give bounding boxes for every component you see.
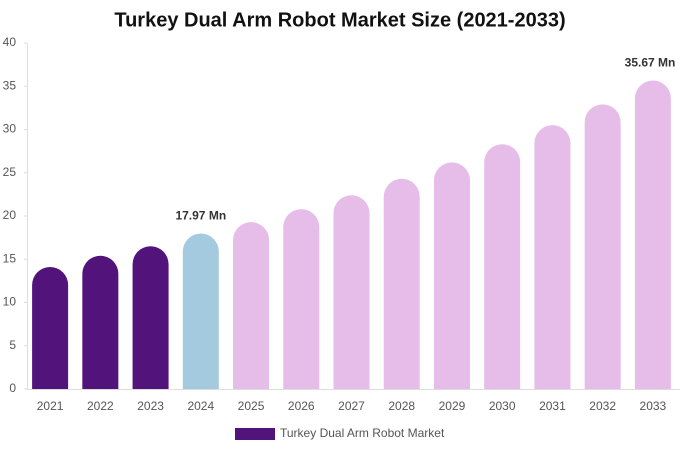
x-tick-label: 2030 [489,399,516,413]
bar [132,246,169,389]
bar [333,195,370,389]
x-tick-label: 2033 [640,399,667,413]
y-tick-label: 25 [3,165,17,179]
bar [283,209,320,389]
bar [82,255,119,389]
x-tick-label: 2027 [338,399,365,413]
legend-label: Turkey Dual Arm Robot Market [280,426,445,440]
x-tick-label: 2032 [589,399,616,413]
y-tick-label: 5 [9,338,16,352]
x-tick-label: 2022 [87,399,114,413]
bar [32,267,69,389]
x-tick-label: 2025 [238,399,265,413]
x-tick-label: 2026 [288,399,315,413]
bar [182,233,219,389]
value-label: 17.97 Mn [175,209,226,223]
y-tick-label: 10 [3,295,17,309]
y-tick-label: 0 [9,381,16,395]
bar [433,162,470,389]
y-tick-label: 15 [3,251,17,265]
value-label: 35.67 Mn [625,56,676,70]
bar [233,222,270,389]
x-tick-label: 2024 [187,399,214,413]
bar [534,125,571,390]
x-tick-label: 2023 [137,399,164,413]
y-tick-label: 20 [3,208,17,222]
x-tick-label: 2029 [439,399,466,413]
y-tick-label: 35 [3,78,17,92]
bar [484,144,521,389]
x-tick-label: 2028 [388,399,415,413]
bar [383,178,420,389]
legend-swatch [235,428,275,440]
y-tick-label: 30 [3,122,17,136]
y-tick-label: 40 [3,35,17,49]
bar [584,104,621,389]
x-tick-label: 2031 [539,399,566,413]
x-tick-label: 2021 [37,399,64,413]
bar [634,80,671,390]
chart-title: Turkey Dual Arm Robot Market Size (2021-… [114,9,565,31]
